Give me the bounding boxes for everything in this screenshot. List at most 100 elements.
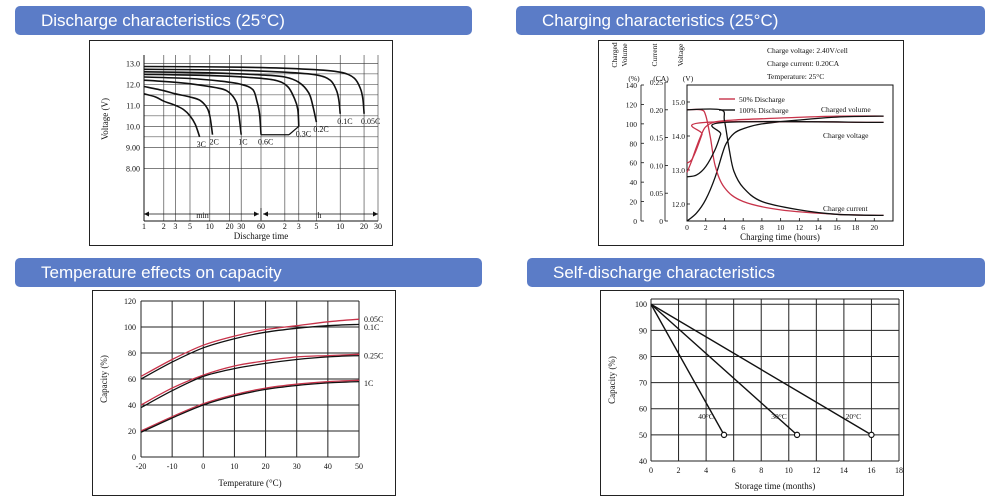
capacity-curve-025C <box>140 353 360 406</box>
capacity-curve-005C <box>140 318 360 377</box>
x-tick-label: 12 <box>812 466 820 475</box>
volume-tick-label: 60 <box>630 159 638 168</box>
volume-tick-label: 80 <box>630 139 638 148</box>
x-tick-label: 6 <box>741 223 745 232</box>
current-tick-label: 0.05 <box>650 189 663 198</box>
curve-label: 0.3C <box>296 129 311 138</box>
curve-label: 0.6C <box>258 138 273 147</box>
selfdischarge-header: Self-discharge characteristics <box>527 258 985 287</box>
voltage-tick-label: 15.0 <box>672 98 685 107</box>
y-tick-label: 100 <box>635 300 647 309</box>
current-tick-label: 0 <box>659 217 663 226</box>
arrowhead <box>144 211 149 217</box>
x-tick-label: 3 <box>173 222 177 231</box>
x-axis-label: Temperature (°C) <box>218 478 281 488</box>
self-discharge-line <box>650 303 798 436</box>
endpoint-marker <box>720 431 728 439</box>
curve-label: 0.05C <box>361 117 380 126</box>
unit-label: (%) <box>628 74 640 83</box>
discharge-chart-panel: 13.0 12.0 11.0 10.0 9.00 8.00 1 2 3 5 10 20 30 60 2 3 5 1… <box>89 40 393 246</box>
voltage-tick-label: 12.0 <box>672 200 685 209</box>
x-tick-label: -10 <box>167 462 178 471</box>
self-discharge-line <box>650 303 872 436</box>
x-tick-label: -20 <box>136 462 147 471</box>
charging-curve-charged_volume <box>686 115 884 173</box>
x-tick-label: 10 <box>206 222 214 231</box>
x-tick-label: 10 <box>785 466 793 475</box>
charging-header: Charging characteristics (25°C) <box>516 6 985 35</box>
current-tick-label: 0.15 <box>650 134 663 143</box>
current-tick-label: 0.10 <box>650 161 663 170</box>
x-tick-label: 4 <box>704 466 708 475</box>
x-axis-label: Charging time (hours) <box>740 232 820 242</box>
endpoint-marker <box>868 431 875 439</box>
y-tick-label: 80 <box>128 349 136 358</box>
x-tick-label: 30 <box>237 222 245 231</box>
charging-curve-current <box>686 108 884 217</box>
x-tick-label: 30 <box>374 222 382 231</box>
y-tick-label: 10.0 <box>126 122 140 131</box>
selfdischarge-chart-panel: 0 2 4 6 8 10 12 14 16 18 40 50 60 70 80 90 100 Storage ti… <box>600 290 904 496</box>
x-tick-label: 20 <box>871 223 879 232</box>
y-tick-label: 40 <box>128 401 136 410</box>
x-tick-label: 8 <box>759 466 763 475</box>
self-discharge-line <box>650 303 725 436</box>
y-tick-label: 90 <box>639 326 647 335</box>
voltage-tick-label: 13.0 <box>672 166 685 175</box>
x-tick-label: 0 <box>201 462 205 471</box>
x-tick-label: 2 <box>162 222 166 231</box>
y-tick-label: 100 <box>124 323 136 332</box>
x-tick-label: 16 <box>833 223 841 232</box>
x-tick-label: 10 <box>336 222 344 231</box>
x-tick-label: 4 <box>723 223 727 232</box>
capacity-curve-1C <box>140 379 360 432</box>
y-tick-label: 120 <box>124 297 136 306</box>
x-tick-label: 2 <box>704 223 708 232</box>
curve-label: 3C <box>197 140 206 149</box>
x-tick-label: 14 <box>840 466 848 475</box>
charging-curve-voltage <box>686 120 884 178</box>
capacity-curve-1C <box>140 380 360 433</box>
y-tick-label: 13.0 <box>126 59 140 68</box>
curve-label: 0.1C <box>337 117 352 126</box>
x-axis-label: Discharge time <box>234 231 289 241</box>
x-tick-label: 0 <box>685 223 689 232</box>
y-tick-label: 11.0 <box>126 101 140 110</box>
x-tick-label: 20 <box>262 462 270 471</box>
volume-tick-label: 40 <box>630 178 638 187</box>
discharge-chart: 13.012.011.010.09.008.001 2 3 5 10 20 30 60 2 3 5 1… <box>100 55 382 241</box>
arrowhead <box>254 211 259 217</box>
curve-label: 0.2C <box>313 125 328 134</box>
annotation: Charged volume <box>821 105 871 114</box>
volume-tick-label: 100 <box>626 120 638 129</box>
capacity-curve-01C <box>140 323 360 380</box>
x-tick-label: 0 <box>649 466 653 475</box>
axis-header-voltage: Voltage <box>676 43 685 66</box>
legend-label: 50% Discharge <box>739 95 786 104</box>
y-axis-label: Capacity (%) <box>607 356 617 404</box>
curve-label: 0.05C <box>364 315 383 324</box>
x-tick-label: 5 <box>314 222 318 231</box>
plot-frame <box>686 84 894 222</box>
charging-curve-current <box>686 108 884 217</box>
volume-tick-label: 140 <box>626 81 638 90</box>
x-tick-label: 6 <box>732 466 736 475</box>
y-tick-label: 9.00 <box>126 143 140 152</box>
x-axis-label: Storage time (months) <box>735 481 816 491</box>
x-tick-label: 10 <box>230 462 238 471</box>
unit-label: (V) <box>683 74 694 83</box>
info-text: Temperature: 25°C <box>767 72 824 81</box>
y-axis-label: Voltage (V) <box>100 98 110 140</box>
discharge-curve-06C <box>143 76 262 135</box>
annotation: Charge current <box>823 204 869 213</box>
y-tick-label: 0 <box>132 453 136 462</box>
axis-header-current: Current <box>650 43 659 67</box>
y-tick-label: 20 <box>128 427 136 436</box>
discharge-curve-3C <box>143 93 201 138</box>
capacity-curve-025C <box>140 354 360 409</box>
volume-tick-label: 20 <box>630 198 638 207</box>
charging-chart: Charged Volume Current Voltage(%) (CA) (V)020… <box>610 42 894 242</box>
y-tick-label: 50 <box>639 431 647 440</box>
x-tick-label: 50 <box>355 462 363 471</box>
temperature-chart: -20 -10 0 10 20 30 40 50 0 20 40 60 80 100 120 Temperat… <box>99 297 383 488</box>
